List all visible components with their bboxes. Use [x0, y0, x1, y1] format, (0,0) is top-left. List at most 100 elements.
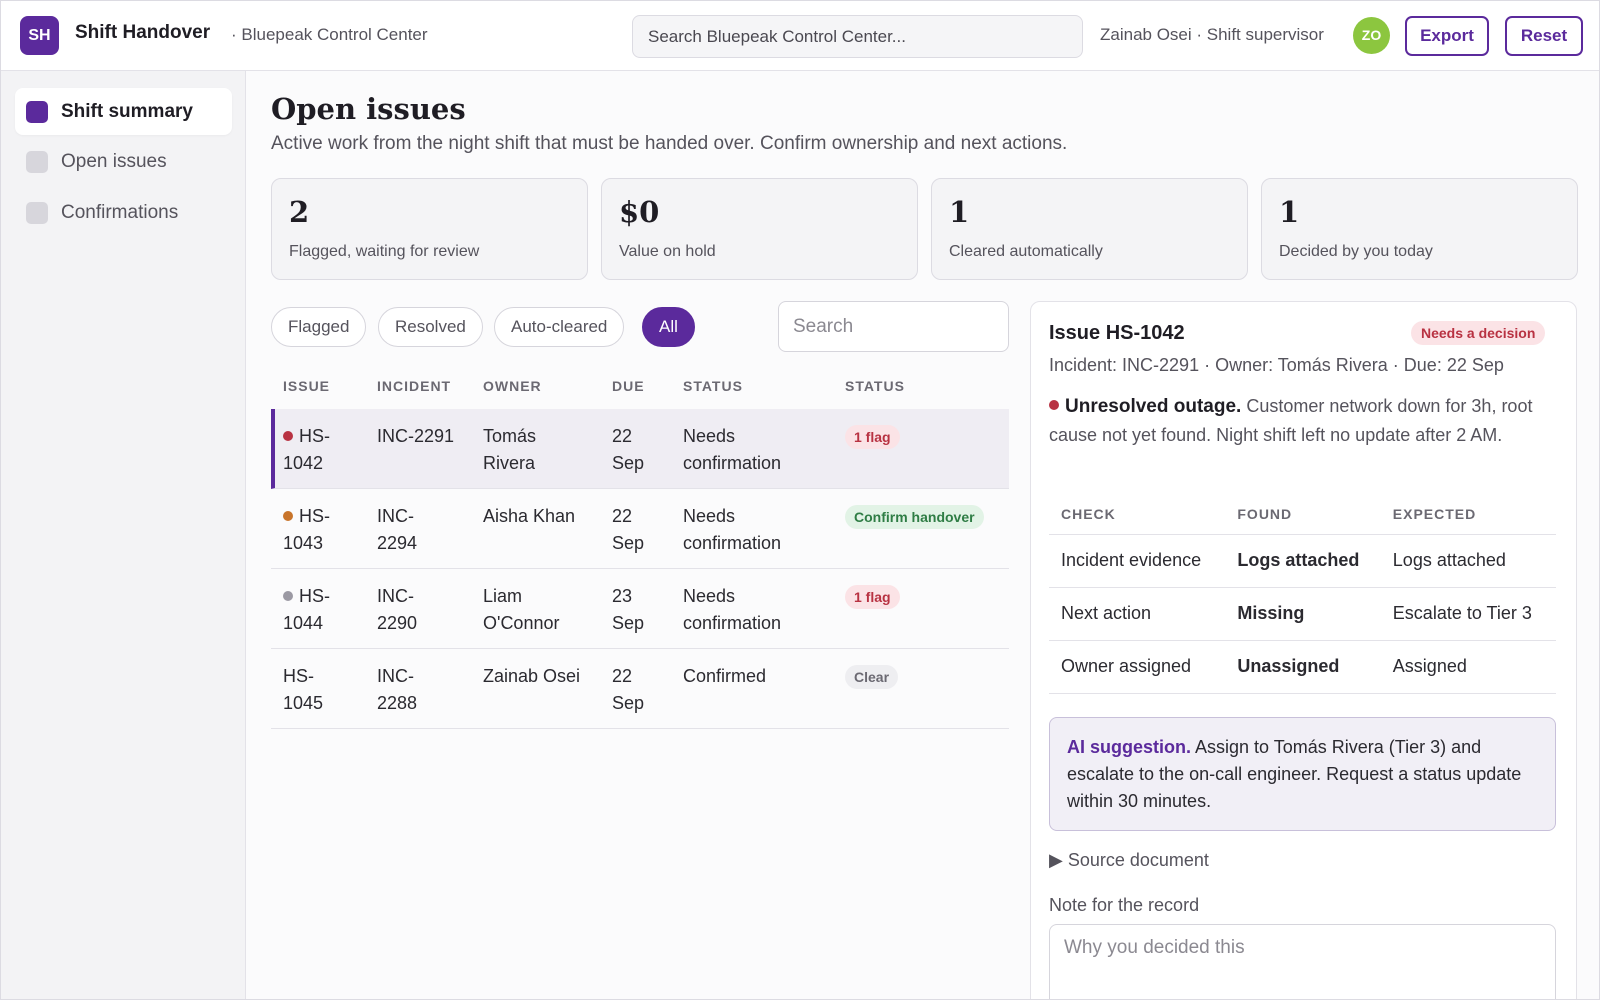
column-header-expected: EXPECTED: [1380, 494, 1556, 535]
stat-caption: Cleared automatically: [949, 243, 1103, 260]
column-header-found: FOUND: [1225, 494, 1381, 535]
column-header-owner: OWNER: [483, 378, 542, 394]
issue-id: HS-1044: [283, 586, 330, 633]
check-name: Owner assigned: [1049, 640, 1226, 694]
check-found: Missing: [1225, 587, 1381, 641]
ai-suggestion-box: AI suggestion. Assign to Tomás Rivera (T…: [1049, 717, 1556, 831]
ai-suggestion-label: AI suggestion.: [1067, 737, 1192, 757]
page-title: Open issues: [271, 92, 466, 126]
top-bar: SH Shift Handover · Bluepeak Control Cen…: [1, 1, 1599, 71]
issue-detail-panel: Issue HS-1042 Needs a decision Incident:…: [1030, 301, 1577, 999]
sidebar-item-label: Shift summary: [61, 101, 193, 122]
app-logo: SH: [20, 16, 59, 55]
check-expected: Escalate to Tier 3: [1380, 587, 1556, 641]
decision-badge: Needs a decision: [1411, 321, 1546, 345]
issue-id: HS-1042: [283, 426, 330, 473]
global-search-input[interactable]: [632, 15, 1083, 58]
flag-badge: 1 flag: [845, 585, 900, 609]
table-row[interactable]: HS-1044 INC-2290 Liam O'Connor 23 Sep Ne…: [271, 569, 1009, 649]
status-cell: Needs confirmation: [683, 506, 782, 553]
table-row[interactable]: HS-1045 INC-2288 Zainab Osei 22 Sep Conf…: [271, 649, 1009, 729]
checks-table: CHECK FOUND EXPECTED Incident evidence L…: [1049, 494, 1556, 694]
filter-auto-cleared[interactable]: Auto-cleared: [494, 307, 625, 347]
summary-text: Customer network down for 3h, root cause…: [1049, 396, 1533, 445]
nav-square-icon: [26, 101, 48, 123]
owner-cell: Aisha Khan: [483, 506, 576, 526]
ai-suggestion-text: Assign to Tomás Rivera (Tier 3) and esca…: [1067, 737, 1522, 811]
page-subtitle: Active work from the night shift that mu…: [271, 133, 1068, 154]
stat-card-cleared: 1 Cleared automatically: [931, 178, 1248, 280]
stat-value: 2: [289, 195, 310, 229]
detail-title: Issue HS-1042: [1049, 322, 1185, 344]
stat-caption: Value on hold: [619, 243, 716, 260]
filter-all[interactable]: All: [642, 307, 695, 347]
org-name: · Bluepeak Control Center: [231, 25, 428, 44]
issue-cell: HS-1044: [283, 583, 353, 637]
detail-summary: Unresolved outage. Customer network down…: [1049, 392, 1554, 449]
status-cell: Needs confirmation: [683, 426, 782, 473]
check-row: Next action Missing Escalate to Tier 3: [1049, 587, 1556, 641]
due-cell: 22 Sep: [612, 506, 645, 553]
incident-cell: INC-2294: [377, 506, 418, 553]
due-cell: 22 Sep: [612, 426, 645, 473]
severity-dot: [283, 511, 293, 521]
table-row[interactable]: HS-1043 INC-2294 Aisha Khan 22 Sep Needs…: [271, 489, 1009, 569]
sidebar-item-confirmations[interactable]: Confirmations: [15, 189, 232, 236]
column-header-status-badge: STATUS: [845, 378, 905, 394]
check-expected: Assigned: [1380, 640, 1556, 694]
stat-card-decided: 1 Decided by you today: [1261, 178, 1578, 280]
sidebar: Shift summary Open issues Confirmations: [1, 71, 246, 999]
sidebar-item-open-issues[interactable]: Open issues: [15, 138, 232, 185]
check-name: Incident evidence: [1049, 534, 1226, 588]
owner-cell: Tomás Rivera: [483, 426, 537, 473]
filter-resolved[interactable]: Resolved: [378, 307, 483, 347]
check-found: Unassigned: [1225, 640, 1381, 694]
current-user-label: Zainab Osei · Shift supervisor: [1100, 25, 1324, 44]
confirm-handover-badge: Confirm handover: [845, 505, 984, 529]
sidebar-item-label: Open issues: [61, 151, 167, 172]
status-cell: Confirmed: [683, 666, 767, 686]
owner-cell: Zainab Osei: [483, 666, 581, 686]
column-header-incident: INCIDENT: [377, 378, 452, 394]
stat-card-value-on-hold: $0 Value on hold: [601, 178, 918, 280]
stat-caption: Decided by you today: [1279, 243, 1433, 260]
column-header-check: CHECK: [1049, 494, 1226, 535]
reset-button[interactable]: Reset: [1505, 16, 1583, 56]
column-header-status: STATUS: [683, 378, 743, 394]
export-button[interactable]: Export: [1405, 16, 1489, 56]
check-row: Owner assigned Unassigned Assigned: [1049, 640, 1556, 694]
clear-badge: Clear: [845, 665, 899, 689]
issue-cell: HS-1042: [283, 423, 353, 477]
stat-value: 1: [1279, 195, 1300, 229]
flag-badge: 1 flag: [845, 425, 900, 449]
status-cell: Needs confirmation: [683, 586, 782, 633]
nav-square-icon: [26, 202, 48, 224]
sidebar-item-shift-summary[interactable]: Shift summary: [15, 88, 232, 135]
issue-search-input[interactable]: [778, 301, 1009, 352]
checks-header-row: CHECK FOUND EXPECTED: [1049, 494, 1556, 535]
app-title: Shift Handover: [75, 22, 211, 43]
note-label: Note for the record: [1049, 895, 1200, 915]
filter-flagged[interactable]: Flagged: [271, 307, 367, 347]
detail-meta: Incident: INC-2291 · Owner: Tomás Rivera…: [1049, 355, 1504, 375]
check-found: Logs attached: [1225, 534, 1381, 588]
severity-dot: [283, 431, 293, 441]
source-document-toggle[interactable]: ▶ Source document: [1049, 850, 1209, 870]
column-header-issue: ISSUE: [283, 378, 331, 394]
stat-card-flagged: 2 Flagged, waiting for review: [271, 178, 588, 280]
stat-value: 1: [949, 195, 970, 229]
table-row[interactable]: HS-1042 INC-2291 Tomás Rivera 22 Sep Nee…: [271, 409, 1009, 489]
incident-cell: INC-2288: [377, 666, 418, 713]
incident-cell: INC-2291: [377, 426, 455, 446]
check-expected: Logs attached: [1380, 534, 1556, 588]
issue-id: HS-1043: [283, 506, 330, 553]
column-header-due: DUE: [612, 378, 645, 394]
nav-square-icon: [26, 151, 48, 173]
check-name: Next action: [1049, 587, 1226, 641]
severity-dot: [1049, 400, 1059, 410]
summary-headline: Unresolved outage.: [1065, 396, 1242, 417]
avatar[interactable]: ZO: [1353, 17, 1390, 54]
note-field[interactable]: [1049, 924, 1556, 999]
incident-cell: INC-2290: [377, 586, 418, 633]
